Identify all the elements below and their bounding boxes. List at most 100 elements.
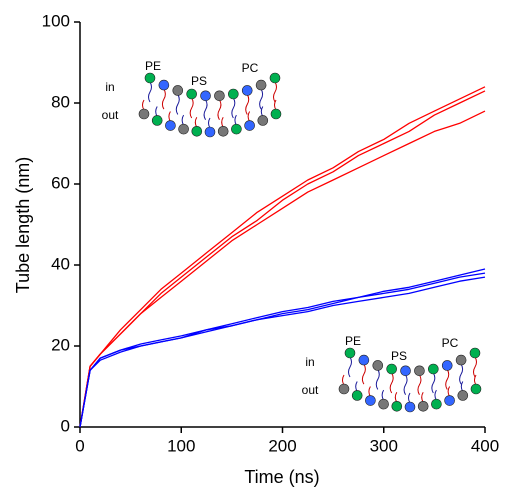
lipid-tail <box>148 81 152 103</box>
lipid-head <box>204 126 216 138</box>
lipid-tail <box>431 372 436 394</box>
lipid-tail <box>260 106 264 117</box>
lipid-tail <box>368 386 371 397</box>
lipid-tail <box>375 369 380 390</box>
lipid-head <box>158 79 170 91</box>
lipid-tail <box>142 99 145 111</box>
x-tick-label: 300 <box>370 436 398 455</box>
lipid-tail <box>231 97 236 119</box>
lipid-head <box>269 72 281 84</box>
lipid-label: PE <box>145 59 161 73</box>
lipid-tail <box>175 94 180 115</box>
y-tick-label: 40 <box>51 254 70 273</box>
lipid-tail <box>473 356 477 378</box>
lipid-head <box>455 354 467 366</box>
lipid-tail <box>221 117 224 128</box>
lipid-tail <box>245 94 250 115</box>
y-tick-label: 20 <box>51 335 70 354</box>
lipid-head <box>270 108 282 120</box>
lipid-head <box>351 390 363 401</box>
x-tick-label: 200 <box>268 436 296 455</box>
lipid-label: PE <box>345 334 361 348</box>
lipid-head <box>457 390 469 401</box>
lipid-tail <box>394 392 398 403</box>
lipid-tail <box>474 374 477 386</box>
lipid-head <box>400 365 411 377</box>
y-tick-label: 0 <box>61 416 70 435</box>
lipid-head <box>255 79 267 91</box>
lipid-tail <box>389 372 394 394</box>
lipid-head <box>172 85 184 96</box>
lipid-head <box>214 90 225 102</box>
leaflet-label: out <box>102 108 119 122</box>
line <box>79 90 486 428</box>
lipid-head <box>217 125 229 137</box>
lipid-head <box>404 401 416 413</box>
lipid-head <box>414 365 425 377</box>
lipid-head <box>344 347 356 359</box>
line <box>79 110 486 428</box>
lipid-head <box>428 363 439 375</box>
lipid-tail <box>217 99 222 121</box>
lipid-head <box>200 90 211 102</box>
lipid-tail <box>208 117 211 129</box>
lipid-head <box>378 398 389 410</box>
x-tick-label: 100 <box>167 436 195 455</box>
lipid-tail <box>348 356 352 378</box>
lipid-label: PS <box>191 74 207 88</box>
lipid-tail <box>417 374 422 396</box>
lipid-tail <box>274 99 277 111</box>
leaflet-label: in <box>305 355 314 369</box>
lipid-tail <box>421 392 424 403</box>
y-axis-label: Tube length (nm) <box>13 157 33 293</box>
leaflet-label: in <box>105 80 114 94</box>
leaflet-label: out <box>302 383 319 397</box>
lipid-tail <box>445 369 450 390</box>
lipid-label: PC <box>442 336 459 350</box>
lipid-tail <box>259 88 264 110</box>
lipid-head <box>257 115 269 126</box>
lipid-head <box>441 360 453 371</box>
lipid-tail <box>361 363 366 385</box>
y-tick-label: 80 <box>51 92 70 111</box>
x-axis-label: Time (ns) <box>244 467 319 487</box>
lipid-tail <box>181 114 185 126</box>
lipid-tail <box>161 88 166 110</box>
lipid-tail <box>459 363 464 385</box>
lipid-head <box>165 120 176 131</box>
lipid-head <box>178 123 189 135</box>
lipid-head <box>186 88 197 100</box>
lipid-tail <box>403 374 408 396</box>
lipid-tail <box>155 106 158 117</box>
lipid-tail <box>189 97 194 119</box>
y-tick-label: 100 <box>42 11 70 30</box>
lipid-head <box>138 108 150 120</box>
lipid-label: PS <box>391 349 407 363</box>
lipid-head <box>417 400 429 412</box>
lipid-head <box>144 72 156 84</box>
lipid-tail <box>408 392 411 404</box>
lipid-head <box>244 120 255 131</box>
y-tick-label: 60 <box>51 173 70 192</box>
lipid-head <box>386 363 397 375</box>
lipid-tail <box>234 114 237 126</box>
lipid-head <box>365 395 376 406</box>
lipid-tail <box>273 81 277 103</box>
lipid-head <box>151 115 163 126</box>
lipid-head <box>391 400 403 412</box>
lipid-tail <box>203 99 208 121</box>
lipid-head <box>241 85 253 96</box>
line <box>79 86 486 428</box>
lipid-head <box>444 395 455 406</box>
x-tick-label: 400 <box>471 436 499 455</box>
lipid-label: PC <box>242 61 259 75</box>
lipid-head <box>228 88 239 100</box>
x-tick-label: 0 <box>75 436 84 455</box>
lipid-head <box>469 347 481 359</box>
lipid-head <box>191 125 203 137</box>
lipid-head <box>431 398 442 410</box>
lipid-tail <box>434 389 437 401</box>
lipid-tail <box>355 381 358 392</box>
lipid-head <box>338 383 350 395</box>
